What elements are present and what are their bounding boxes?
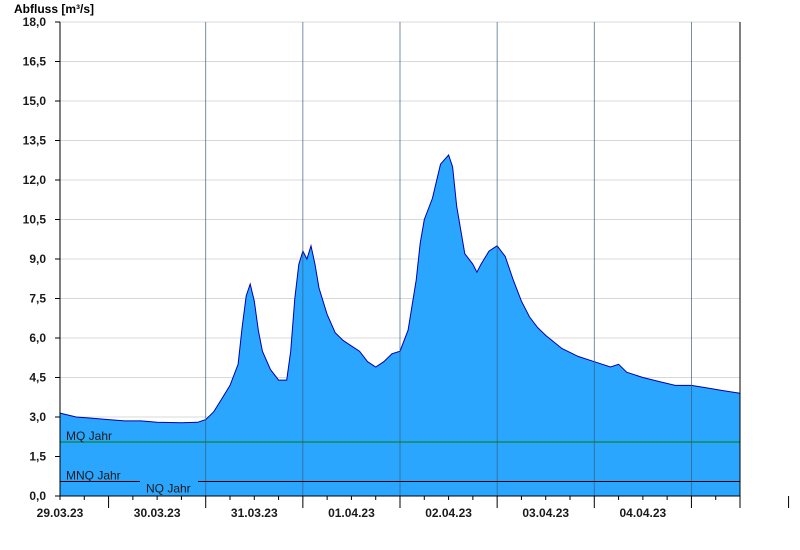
x-tick-label: 31.03.23	[231, 506, 278, 520]
y-tick-label: 3,0	[29, 410, 46, 424]
x-tick-label: 30.03.23	[134, 506, 181, 520]
mnq-label: MNQ Jahr	[66, 469, 121, 483]
y-axis-title: Abfluss [m³/s]	[14, 2, 94, 16]
y-tick-label: 0,0	[29, 489, 46, 503]
y-tick-label: 12,0	[23, 173, 47, 187]
discharge-area	[60, 155, 740, 496]
y-tick-label: 18,0	[23, 15, 47, 29]
y-tick-label: 7,5	[29, 292, 46, 306]
discharge-line	[59, 154, 741, 424]
y-tick-label: 16,5	[23, 55, 47, 69]
y-tick-label: 10,5	[23, 213, 47, 227]
y-tick-label: 4,5	[29, 371, 46, 385]
y-tick-label: 6,0	[29, 331, 46, 345]
mq-label: MQ Jahr	[66, 429, 112, 443]
x-tick-label: 02.04.23	[425, 506, 472, 520]
y-tick-label: 1,5	[29, 450, 46, 464]
x-gridlines	[205, 22, 692, 496]
y-tick-label: 15,0	[23, 94, 47, 108]
x-tick-label: 29.03.23	[37, 506, 84, 520]
x-axis-ticks: 29.03.23 30.03.23 31.03.23 01.04.23 02.04.23…	[37, 496, 790, 520]
x-tick-label: 04.04.23	[619, 506, 666, 520]
x-tick-label: 01.04.23	[328, 506, 375, 520]
y-tick-label: 9,0	[29, 252, 46, 266]
reference-lines: MQ Jahr MNQ Jahr NQ Jahr	[60, 429, 740, 496]
nq-label: NQ Jahr	[146, 482, 191, 496]
x-tick-label: 03.04.23	[522, 506, 569, 520]
y-tick-label: 13,5	[23, 134, 47, 148]
y-axis-ticks: 0,0 1,5 3,0 4,5 6,0 7,5 9,0 10,5 12,0 13,5 15,0 16,…	[23, 15, 60, 503]
